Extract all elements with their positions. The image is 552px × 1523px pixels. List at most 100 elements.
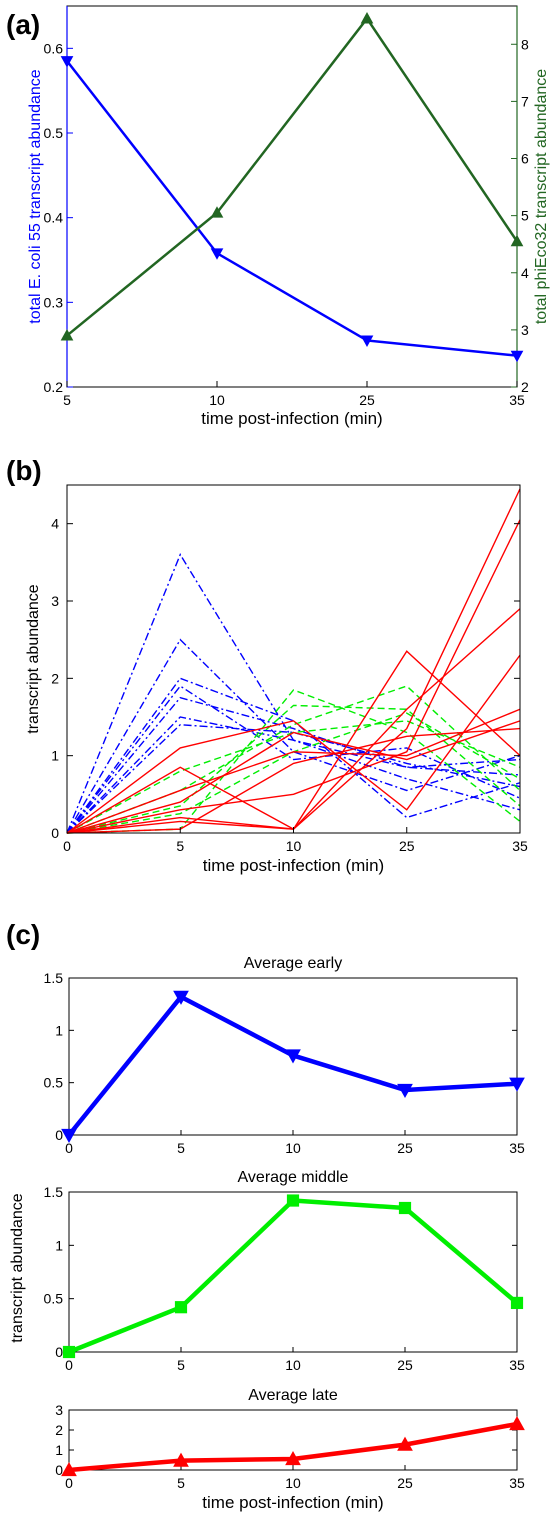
average-early-line-point [173, 990, 189, 1005]
y-left-tick-label: 0.6 [44, 40, 64, 56]
x-tick-label: 10 [285, 1475, 301, 1491]
average-late-line-point [61, 1461, 77, 1477]
series-0-point [360, 335, 374, 347]
series-line-0 [66, 60, 518, 357]
y-tick-label: 2 [51, 670, 59, 686]
x-tick-label: 25 [397, 1357, 413, 1373]
x-tick-label: 5 [63, 392, 71, 408]
plot-frame [68, 1191, 518, 1353]
x-tick-label: 35 [509, 1475, 525, 1491]
x-axis-label: time post-infection (min) [203, 856, 384, 875]
y-tick-label: 1 [55, 1442, 63, 1458]
panel-a-label: (a) [6, 9, 40, 40]
transcript-line-early [66, 685, 521, 834]
x-tick-label: 10 [209, 392, 225, 408]
x-tick-label: 25 [397, 1475, 413, 1491]
x-tick-label: 35 [509, 1140, 525, 1156]
transcript-line-late [66, 654, 521, 834]
average-early-line-point [509, 1077, 525, 1092]
average-middle-line-point [398, 1201, 412, 1215]
average-late-line-point [285, 1450, 301, 1466]
x-axis-label: time post-infection (min) [202, 1493, 383, 1512]
y-tick-label: 1.5 [44, 1184, 64, 1200]
y-right-tick-label: 2 [521, 379, 529, 395]
x-axis-label: time post-infection (min) [201, 409, 382, 428]
average-middle-line-point [62, 1345, 76, 1359]
transcript-line-middle [66, 704, 521, 834]
x-tick-label: 5 [177, 1475, 185, 1491]
x-tick-label: 25 [397, 1140, 413, 1156]
transcript-line-late [66, 727, 521, 834]
y-left-tick-label: 0.5 [44, 125, 64, 141]
y-tick-label: 4 [51, 516, 59, 532]
average-early-line-point [397, 1083, 413, 1099]
series-1-point [360, 12, 374, 24]
y-left-axis-label: total E. coli 55 transcript abundance [27, 69, 44, 323]
x-tick-label: 0 [63, 838, 71, 854]
y-tick-label: 0.5 [44, 1075, 64, 1091]
chart-title: Average late [248, 1387, 338, 1404]
y-left-tick-label: 0.4 [44, 210, 64, 226]
average-early-line [67, 994, 518, 1137]
y-right-tick-label: 3 [521, 322, 529, 338]
chart-title: Average middle [238, 1169, 349, 1186]
y-tick-label: 1 [51, 748, 59, 764]
panel-c-label: (c) [6, 919, 40, 950]
y-right-tick-label: 5 [521, 208, 529, 224]
chart-c-early: Average early 0 0.5 1 1.5 0 5 10 25 35 [44, 955, 525, 1156]
y-left-tick-label: 0.3 [44, 294, 64, 310]
average-late-line-point [509, 1415, 525, 1431]
y-tick-label: 3 [51, 593, 59, 609]
y-right-tick-label: 4 [521, 265, 529, 281]
average-early-line-point [61, 1128, 77, 1144]
transcript-line-early [66, 716, 521, 834]
chart-b: 0 1 2 3 4 0 5 10 25 35 time post-infection (min) tr… [25, 484, 528, 875]
average-late-line-point [173, 1452, 189, 1467]
y-tick-label: 0 [55, 1462, 63, 1478]
series-1-point [60, 329, 74, 341]
series-1-point [510, 234, 524, 247]
y-tick-label: 0.5 [44, 1291, 64, 1307]
y-axis-label: transcript abundance [25, 584, 42, 734]
average-middle-line-point [286, 1194, 300, 1207]
series-0-point [60, 56, 74, 68]
average-early-line-point [285, 1049, 301, 1064]
x-tick-label: 0 [65, 1140, 73, 1156]
y-tick-label: 0 [55, 1127, 63, 1143]
y-tick-label: 2 [55, 1422, 63, 1438]
average-middle-line-point [510, 1296, 524, 1310]
y-right-tick-label: 8 [521, 36, 529, 52]
y-right-tick-label: 6 [521, 151, 529, 167]
average-middle-line-point [174, 1301, 188, 1314]
y-axis-label: transcript abundance [9, 1193, 26, 1343]
x-tick-label: 10 [285, 1140, 301, 1156]
x-tick-label: 5 [177, 1357, 185, 1373]
x-tick-label: 25 [359, 392, 375, 408]
x-tick-label: 10 [286, 838, 302, 854]
transcript-line-late [66, 519, 521, 834]
x-tick-label: 35 [509, 392, 525, 408]
average-late-line-point [397, 1436, 413, 1451]
transcript-line-late [66, 708, 521, 834]
plot-frame [66, 5, 518, 388]
transcript-line-late [66, 650, 521, 834]
x-tick-label: 5 [176, 838, 184, 854]
series-line-1 [66, 16, 519, 337]
chart-c-late: Average late 0 1 2 3 0 5 10 25 35 time post-infect… [55, 1387, 525, 1512]
x-tick-label: 5 [177, 1140, 185, 1156]
y-right-tick-label: 7 [521, 93, 529, 109]
x-tick-label: 35 [509, 1357, 525, 1373]
y-tick-label: 1 [55, 1237, 63, 1253]
x-tick-label: 0 [65, 1475, 73, 1491]
x-tick-label: 10 [285, 1357, 301, 1373]
series-1-point [210, 206, 224, 218]
transcript-line-early [66, 638, 521, 834]
transcript-line-late [66, 720, 521, 834]
series-0-point [210, 248, 224, 260]
transcript-line-early [66, 696, 521, 834]
y-tick-label: 0 [51, 825, 59, 841]
y-tick-label: 1.5 [44, 970, 64, 986]
chart-c-middle: Average middle 0 0.5 1 1.5 0 5 10 25 35 transcript… [9, 1169, 525, 1373]
transcript-line-middle [66, 689, 521, 834]
